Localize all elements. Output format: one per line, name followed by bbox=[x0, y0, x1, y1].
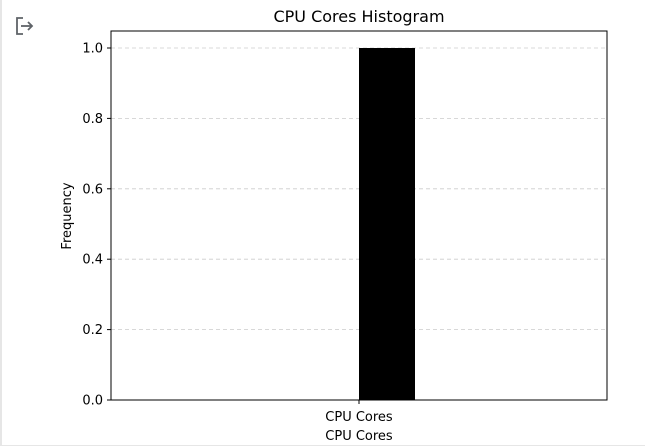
chart-title: CPU Cores Histogram bbox=[273, 7, 444, 26]
y-tick-label: 0.0 bbox=[82, 394, 103, 409]
x-axis-label: CPU Cores bbox=[325, 429, 393, 444]
export-icon-graphic bbox=[16, 17, 34, 35]
bar-layer bbox=[359, 48, 415, 400]
y-axis-ticks: 0.0 0.2 0.4 0.6 0.8 1.0 bbox=[82, 42, 111, 409]
y-tick-label: 0.2 bbox=[82, 323, 103, 338]
y-axis-label: Frequency bbox=[60, 182, 75, 249]
y-tick-label: 0.4 bbox=[82, 253, 103, 268]
y-tick-label: 0.8 bbox=[82, 112, 103, 127]
x-axis-ticks: CPU Cores bbox=[325, 400, 393, 425]
export-icon[interactable] bbox=[14, 15, 36, 37]
x-tick-label: CPU Cores bbox=[325, 410, 393, 425]
histogram-bar bbox=[359, 48, 415, 400]
y-tick-label: 1.0 bbox=[82, 42, 103, 57]
y-tick-label: 0.6 bbox=[82, 182, 103, 197]
